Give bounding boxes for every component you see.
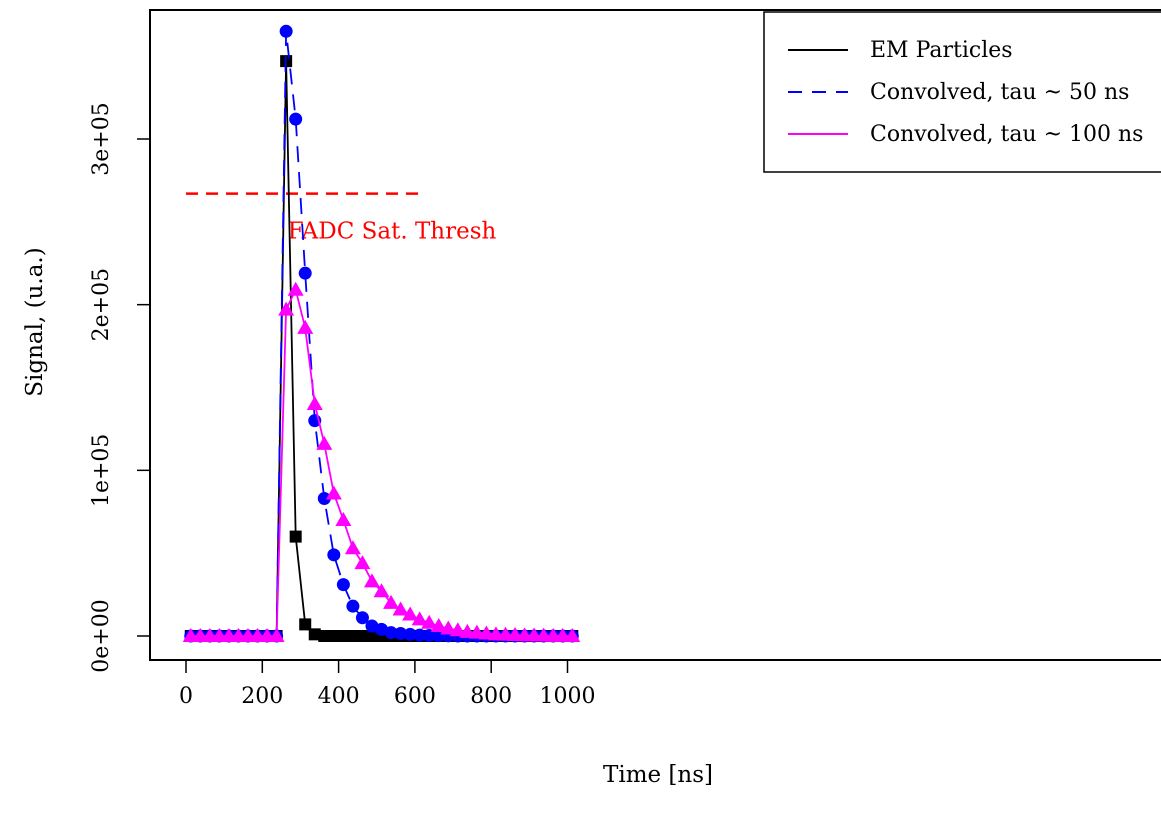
data-point bbox=[384, 626, 398, 640]
data-point bbox=[346, 599, 360, 613]
data-point bbox=[363, 573, 380, 588]
series-layer bbox=[182, 24, 581, 643]
data-point bbox=[422, 629, 436, 643]
y-tick-label: 3e+05 bbox=[89, 102, 114, 175]
data-point bbox=[344, 540, 361, 555]
data-point bbox=[336, 578, 350, 592]
data-point bbox=[346, 630, 359, 642]
series-line bbox=[190, 31, 573, 637]
data-point bbox=[564, 628, 581, 642]
data-point bbox=[354, 555, 371, 570]
y-tick-label: 2e+05 bbox=[89, 268, 114, 341]
data-point bbox=[440, 620, 457, 635]
data-point bbox=[287, 281, 304, 296]
data-point bbox=[317, 491, 331, 505]
data-point bbox=[268, 628, 285, 642]
reference-line-layer: FADC Sat. Thresh bbox=[186, 192, 497, 244]
data-point bbox=[279, 24, 293, 38]
data-point bbox=[365, 630, 378, 642]
axes-ticks: 0 200 400 600 800 1000 0e+00 1e+05 2e+05 3e+05 bbox=[89, 102, 596, 709]
data-point bbox=[478, 625, 495, 640]
series-line bbox=[190, 61, 573, 637]
x-tick-label: 0 bbox=[179, 684, 193, 709]
x-axis-title: Time [ns] bbox=[603, 762, 713, 788]
data-point bbox=[449, 622, 466, 637]
data-point bbox=[430, 618, 447, 633]
data-point bbox=[289, 112, 303, 126]
data-point bbox=[327, 630, 340, 642]
plot-frame bbox=[149, 9, 1161, 661]
data-point bbox=[402, 606, 419, 621]
series-1 bbox=[184, 24, 579, 643]
data-point bbox=[306, 396, 323, 411]
y-tick-label: 1e+05 bbox=[89, 434, 114, 507]
data-point bbox=[298, 266, 312, 280]
data-point bbox=[356, 630, 369, 642]
x-tick-label: 400 bbox=[318, 684, 360, 709]
data-point bbox=[325, 485, 342, 500]
legend: EM Particles Convolved, tau ~ 50 ns Convol… bbox=[763, 11, 1161, 173]
data-point bbox=[316, 435, 333, 450]
x-tick-label: 1000 bbox=[540, 684, 596, 709]
data-point bbox=[335, 512, 352, 527]
data-point bbox=[459, 623, 476, 638]
legend-label: EM Particles bbox=[870, 38, 1013, 63]
data-point bbox=[413, 628, 427, 642]
data-point bbox=[394, 627, 408, 641]
data-point bbox=[308, 628, 321, 641]
data-point bbox=[299, 618, 312, 631]
data-point bbox=[355, 611, 369, 625]
x-tick-label: 600 bbox=[394, 684, 436, 709]
series-2 bbox=[182, 281, 581, 642]
data-point bbox=[468, 624, 485, 639]
data-point bbox=[278, 301, 295, 316]
legend-label: Convolved, tau ~ 100 ns bbox=[870, 122, 1143, 147]
data-point bbox=[337, 630, 350, 642]
data-point bbox=[327, 548, 341, 562]
data-point bbox=[373, 583, 390, 598]
legend-label: Convolved, tau ~ 50 ns bbox=[870, 80, 1129, 105]
data-point bbox=[383, 594, 400, 609]
data-point bbox=[392, 601, 409, 616]
series-0 bbox=[184, 55, 579, 642]
data-point bbox=[318, 630, 331, 642]
y-tick-label: 0e+00 bbox=[89, 599, 114, 672]
data-point bbox=[411, 611, 428, 626]
saturation-threshold-label: FADC Sat. Thresh bbox=[288, 218, 497, 244]
data-point bbox=[289, 530, 302, 543]
x-tick-label: 800 bbox=[470, 684, 512, 709]
x-tick-label: 200 bbox=[241, 684, 283, 709]
data-point bbox=[297, 319, 314, 334]
legend-box bbox=[763, 11, 1161, 173]
y-axis-title: Signal, (u.a.) bbox=[22, 247, 48, 396]
data-point bbox=[403, 627, 417, 641]
data-point bbox=[421, 614, 438, 629]
